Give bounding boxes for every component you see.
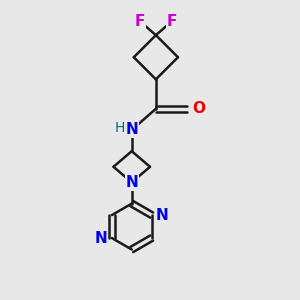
Text: F: F <box>134 14 145 28</box>
Text: N: N <box>125 122 138 137</box>
Text: N: N <box>95 230 107 245</box>
Text: O: O <box>192 101 205 116</box>
Text: H: H <box>114 121 124 135</box>
Text: F: F <box>167 14 177 28</box>
Text: N: N <box>156 208 169 223</box>
Text: N: N <box>125 175 138 190</box>
